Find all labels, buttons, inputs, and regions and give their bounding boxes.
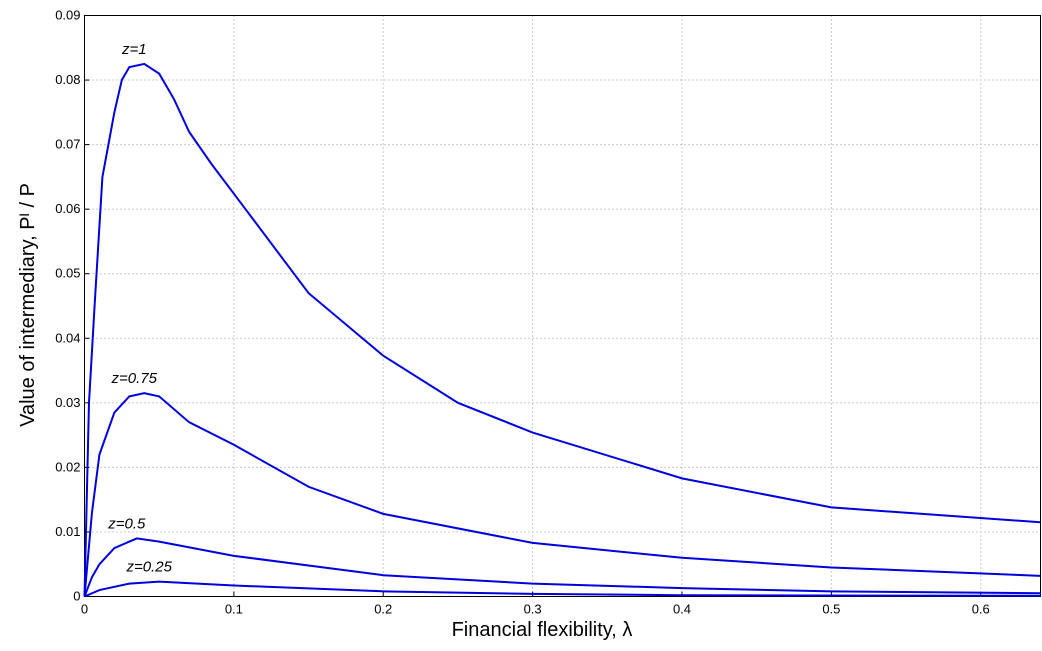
line-series <box>83 62 1041 597</box>
y-tick-label: 0 <box>73 589 80 604</box>
y-tick-label: 0.06 <box>55 201 80 216</box>
x-tick-label: 0.4 <box>673 602 691 617</box>
x-axis-label: Financial flexibility, λ <box>452 619 633 641</box>
y-tick-label: 0.05 <box>55 266 80 281</box>
x-tick-label: 0.1 <box>225 602 243 617</box>
y-tick-label: 0.02 <box>55 459 80 474</box>
series-label: z=0.5 <box>107 515 146 532</box>
y-tick-label: 0.03 <box>55 395 80 410</box>
plot-area <box>84 15 1041 597</box>
y-tick-label: 0.07 <box>55 137 80 152</box>
y-tick-label: 0.04 <box>55 330 80 345</box>
series-label: z=0.25 <box>125 559 172 576</box>
line-series <box>83 392 1041 597</box>
plot-frame <box>84 15 1041 597</box>
x-tick-label: 0 <box>81 602 88 617</box>
series-label: z=1 <box>121 41 147 58</box>
x-tick-label: 0.3 <box>524 602 542 617</box>
y-tick-label: 0.08 <box>55 72 80 87</box>
series-label: z=0.75 <box>111 370 158 387</box>
line-series <box>83 537 1041 597</box>
y-axis-label: Value of intermediary, Pᴵ / P <box>17 183 39 427</box>
y-tick-label: 0.09 <box>55 8 80 23</box>
line-series <box>84 580 1041 598</box>
y-tick-label: 0.01 <box>55 524 80 539</box>
x-tick-label: 0.2 <box>374 602 392 617</box>
x-tick-label: 0.5 <box>822 602 840 617</box>
x-tick-label: 0.6 <box>972 602 990 617</box>
